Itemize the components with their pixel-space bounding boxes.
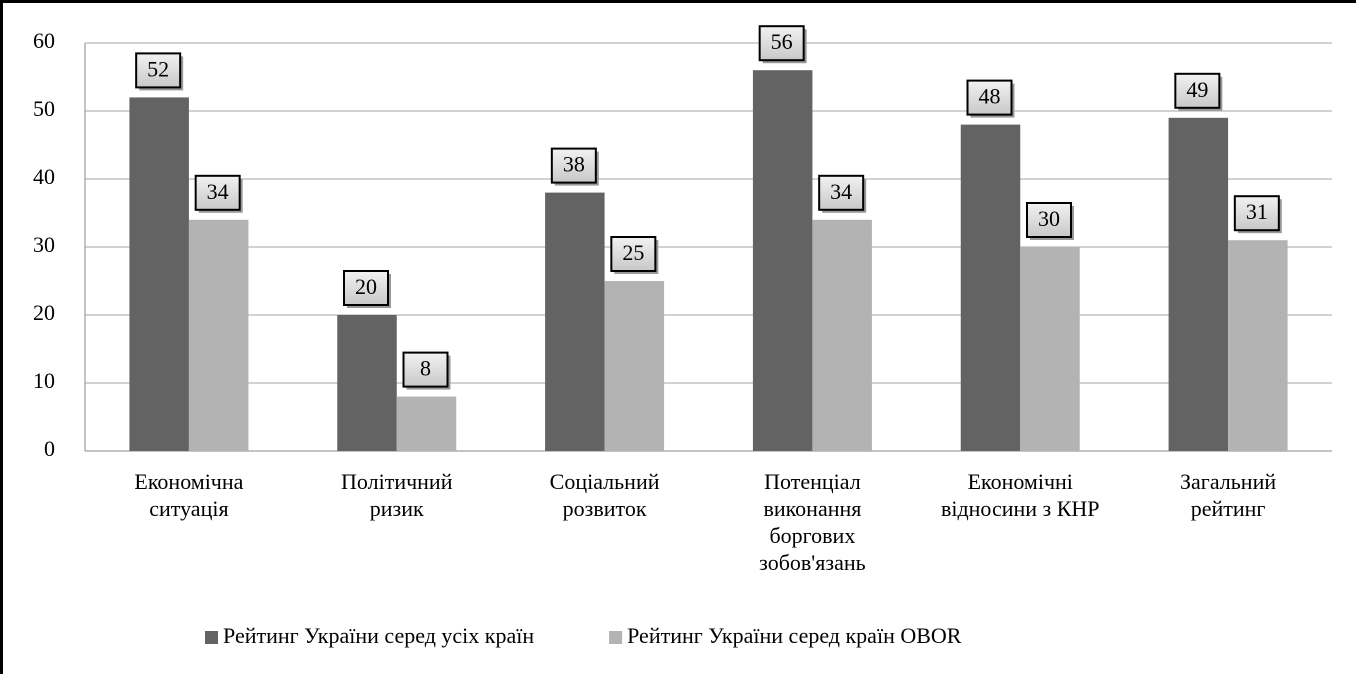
x-tick-label: Соціальний розвиток: [550, 469, 660, 521]
bar: [812, 219, 872, 451]
frame-top: [0, 0, 1356, 3]
data-label: 38: [563, 152, 585, 177]
frame-left: [0, 0, 3, 674]
label-box: [402, 351, 449, 388]
y-tick-label: 20: [33, 300, 55, 325]
bar: [604, 281, 665, 451]
bar: [752, 70, 813, 451]
bar: [1228, 240, 1288, 451]
data-label: 34: [830, 179, 852, 204]
data-label: 48: [979, 84, 1001, 109]
bar: [1168, 117, 1229, 452]
bar: [337, 315, 397, 451]
x-tick-label: Економічна ситуація: [134, 469, 243, 521]
y-tick-label: 0: [44, 436, 55, 461]
x-tick-label: Політичний ризик: [341, 469, 453, 521]
bar: [129, 97, 189, 452]
data-label: 31: [1246, 199, 1268, 224]
label-box: [966, 79, 1013, 116]
y-tick-label: 50: [33, 96, 55, 121]
bar: [188, 219, 249, 451]
bar: [396, 396, 457, 451]
label-box: [194, 174, 241, 211]
data-label: 49: [1186, 77, 1208, 102]
x-tick-label: Економічні відносини з КНР: [941, 469, 1100, 521]
legend-label: Рейтинг України серед країн OBOR: [627, 623, 962, 648]
label-box: [818, 174, 865, 211]
data-label: 34: [207, 179, 229, 204]
label-box: [610, 236, 657, 272]
y-tick-label: 40: [33, 164, 55, 189]
bar: [1020, 247, 1080, 451]
y-tick-label: 30: [33, 232, 55, 257]
y-tick-label: 10: [33, 368, 55, 393]
label-box: [343, 270, 389, 306]
legend-swatch: [205, 631, 218, 644]
label-box: [1026, 202, 1072, 238]
x-tick-label: Потенціал виконання боргових зобов'язань: [759, 469, 866, 575]
data-label: 30: [1038, 206, 1060, 231]
label-box: [550, 147, 597, 184]
x-tick-label: Загальний рейтинг: [1180, 469, 1276, 521]
data-label: 20: [355, 274, 377, 299]
bar: [545, 192, 605, 451]
legend-swatch: [609, 631, 623, 644]
legend-label: Рейтинг України серед усіх країн: [223, 623, 534, 648]
bar: [960, 124, 1021, 451]
label-box: [1174, 72, 1221, 109]
data-label: 56: [771, 29, 793, 54]
data-label: 25: [622, 240, 644, 265]
data-label: 8: [420, 356, 431, 381]
label-box: [1233, 195, 1280, 232]
data-label: 52: [147, 56, 169, 81]
y-tick-label: 60: [33, 28, 55, 53]
label-box: [758, 25, 805, 62]
label-box: [135, 52, 182, 89]
